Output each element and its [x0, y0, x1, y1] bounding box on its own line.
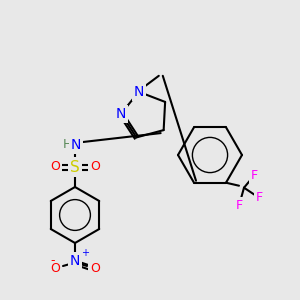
Text: O: O [90, 160, 100, 173]
Text: -: - [50, 254, 55, 267]
Text: F: F [255, 191, 262, 204]
Text: O: O [50, 262, 60, 275]
Text: O: O [90, 262, 100, 275]
Text: N: N [116, 107, 126, 121]
Text: F: F [236, 199, 243, 212]
Text: O: O [50, 160, 60, 173]
Text: +: + [81, 248, 89, 258]
Text: F: F [250, 169, 258, 182]
Text: H: H [62, 139, 72, 152]
Text: N: N [70, 254, 80, 268]
Text: S: S [70, 160, 80, 175]
Text: N: N [71, 138, 81, 152]
Text: N: N [134, 85, 144, 99]
